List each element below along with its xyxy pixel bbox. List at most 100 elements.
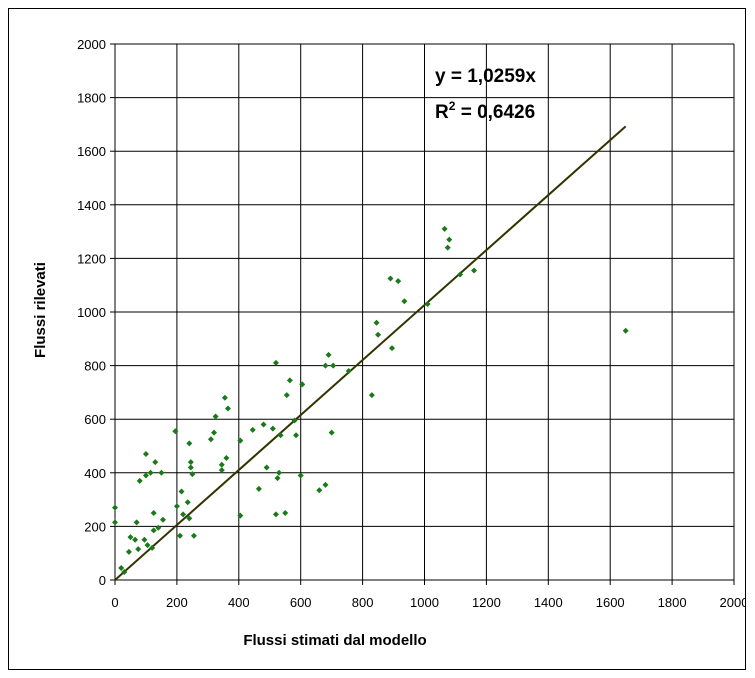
y-tick-label: 1800	[77, 91, 106, 106]
x-tick-label: 1400	[534, 595, 563, 610]
data-point	[471, 267, 478, 274]
data-point	[373, 319, 380, 326]
x-tick-label: 800	[352, 595, 374, 610]
data-point	[444, 244, 451, 251]
data-points	[112, 225, 629, 575]
data-point	[189, 471, 196, 478]
data-point	[375, 331, 382, 338]
data-point	[158, 469, 165, 476]
y-axis-label: Flussi rilevati	[32, 262, 49, 358]
data-point	[223, 455, 230, 462]
data-point	[118, 564, 125, 571]
x-tick-label: 1200	[472, 595, 501, 610]
y-tick-label: 600	[84, 412, 106, 427]
data-point	[133, 519, 140, 526]
data-point	[136, 477, 143, 484]
data-point	[221, 394, 228, 401]
data-point	[135, 546, 142, 553]
r-squared-value: = 0,6426	[455, 102, 535, 123]
data-point	[155, 524, 162, 531]
trendline-layer	[114, 125, 627, 581]
data-point	[237, 437, 244, 444]
y-tick-labels: 0 200 400 600 800 1000 1200 1400 1600 1800 2000	[77, 37, 106, 588]
data-point	[286, 377, 293, 384]
r-squared-prefix: R	[435, 102, 449, 123]
data-point	[142, 451, 149, 458]
data-point	[263, 464, 270, 471]
y-tick-label: 1200	[77, 251, 106, 266]
data-point	[176, 532, 183, 539]
y-tick-label: 2000	[77, 37, 106, 52]
data-point	[184, 499, 191, 506]
scatter-chart: 0 200 400 600 800 1000 1200 1400 1600 1800 2000 0 2…	[32, 37, 748, 649]
data-point	[237, 512, 244, 519]
data-point	[299, 381, 306, 388]
data-point	[269, 425, 276, 432]
data-point	[293, 432, 300, 439]
x-tick-label: 1000	[410, 595, 439, 610]
data-point	[272, 359, 279, 366]
data-point	[125, 548, 132, 555]
data-point	[218, 467, 225, 474]
data-point	[283, 392, 290, 399]
y-tick-label: 0	[99, 573, 106, 588]
data-point	[330, 362, 337, 369]
data-point	[178, 488, 185, 495]
data-point	[159, 516, 166, 523]
data-point	[387, 275, 394, 282]
data-point	[149, 544, 156, 551]
data-point	[212, 413, 219, 420]
data-point	[112, 519, 118, 526]
r-squared-text: R2 = 0,6426	[435, 99, 535, 123]
data-point	[186, 515, 193, 522]
data-point	[144, 542, 151, 549]
data-point	[186, 440, 193, 447]
x-tick-labels: 0 200 400 600 800 1000 1200 1400 1600 1800 2000	[111, 595, 748, 610]
y-tick-label: 200	[84, 519, 106, 534]
data-point	[446, 236, 453, 243]
gridlines	[115, 43, 735, 580]
data-point	[368, 392, 375, 399]
axes	[110, 43, 735, 585]
data-point	[112, 504, 118, 511]
data-point	[150, 510, 157, 516]
data-point	[457, 271, 464, 278]
x-tick-label: 600	[290, 595, 312, 610]
data-point	[152, 459, 159, 466]
data-point	[224, 405, 231, 412]
data-point	[622, 327, 629, 334]
trendline	[114, 125, 627, 581]
data-point	[255, 485, 262, 492]
data-point	[272, 511, 279, 518]
data-point	[322, 481, 329, 488]
data-point	[322, 362, 329, 369]
data-point	[141, 536, 148, 543]
y-tick-label: 1600	[77, 144, 106, 159]
x-tick-label: 1800	[658, 595, 687, 610]
data-point	[276, 469, 283, 476]
x-axis-label: Flussi stimati dal modello	[243, 632, 426, 649]
x-tick-label: 0	[111, 595, 118, 610]
data-point	[441, 225, 448, 232]
y-tick-label: 1000	[77, 305, 106, 320]
chart-frame: 0 200 400 600 800 1000 1200 1400 1600 1800 2000 0 2…	[8, 8, 748, 670]
data-point	[291, 417, 298, 424]
data-point	[249, 426, 256, 433]
data-point	[424, 300, 431, 307]
data-point	[260, 421, 267, 428]
data-point	[395, 278, 402, 285]
data-point	[297, 472, 304, 479]
data-point	[187, 464, 194, 471]
data-point	[218, 461, 225, 468]
x-tick-label: 2000	[720, 595, 745, 610]
data-point	[207, 436, 214, 443]
data-point	[316, 487, 323, 494]
data-point	[211, 429, 218, 436]
data-point	[328, 429, 335, 436]
data-point	[147, 469, 154, 476]
data-point	[187, 459, 194, 466]
equation-text: y = 1,0259x	[435, 66, 536, 87]
regression-annotation: y = 1,0259x R2 = 0,6426	[435, 66, 536, 123]
data-point	[121, 568, 128, 575]
data-point	[401, 298, 408, 305]
